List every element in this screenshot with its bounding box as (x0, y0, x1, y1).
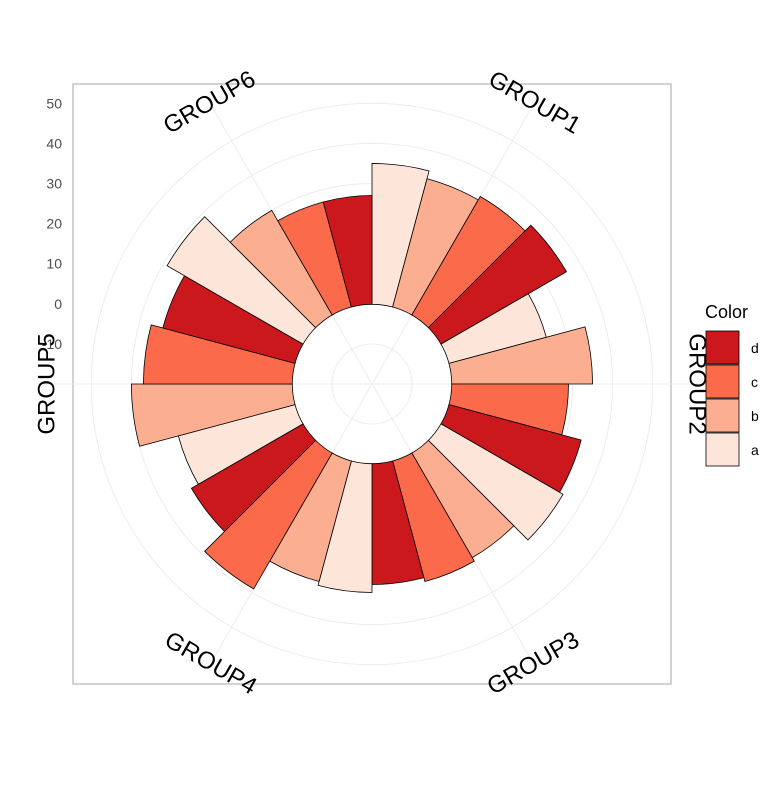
legend-title: Color (705, 302, 748, 322)
y-tick-label: -10 (42, 336, 62, 352)
legend-label-d: d (751, 340, 759, 356)
group-label-group5: GROUP5 (34, 333, 61, 434)
legend-key-a (705, 432, 740, 467)
bar-group4-d (190, 423, 317, 533)
bar-group4-c (204, 439, 333, 590)
y-tick-label: 10 (46, 256, 62, 272)
y-tick-label: 0 (54, 296, 62, 312)
bar-group1-d (427, 224, 568, 345)
bar-group3-c (392, 452, 475, 583)
y-tick-label: 30 (46, 176, 62, 192)
legend: Color d c b a (705, 302, 759, 467)
legend-label-c: c (751, 374, 758, 390)
legend-key-b (705, 398, 740, 433)
legend-key-c (705, 364, 740, 399)
bar-group5-b (130, 383, 296, 447)
bar-group6-a (166, 216, 317, 345)
y-axis-ticks: -10 0 10 20 30 40 50 (42, 95, 62, 352)
bar-layer (130, 163, 593, 593)
legend-label-a: a (751, 442, 759, 458)
bar-group4-a (317, 460, 373, 593)
y-tick-label: 50 (46, 95, 62, 111)
y-tick-label: 40 (46, 135, 62, 151)
legend-items: d c b a (705, 330, 759, 467)
legend-key-d (705, 330, 740, 365)
bar-group1-a (371, 163, 430, 308)
y-tick-label: 20 (46, 216, 62, 232)
bar-group3-a (427, 423, 564, 541)
legend-label-b: b (751, 408, 759, 424)
bar-group2-b (448, 326, 593, 385)
bar-group6-d (322, 195, 373, 308)
bar-group5-c (143, 324, 296, 385)
bar-group6-b (229, 209, 333, 329)
